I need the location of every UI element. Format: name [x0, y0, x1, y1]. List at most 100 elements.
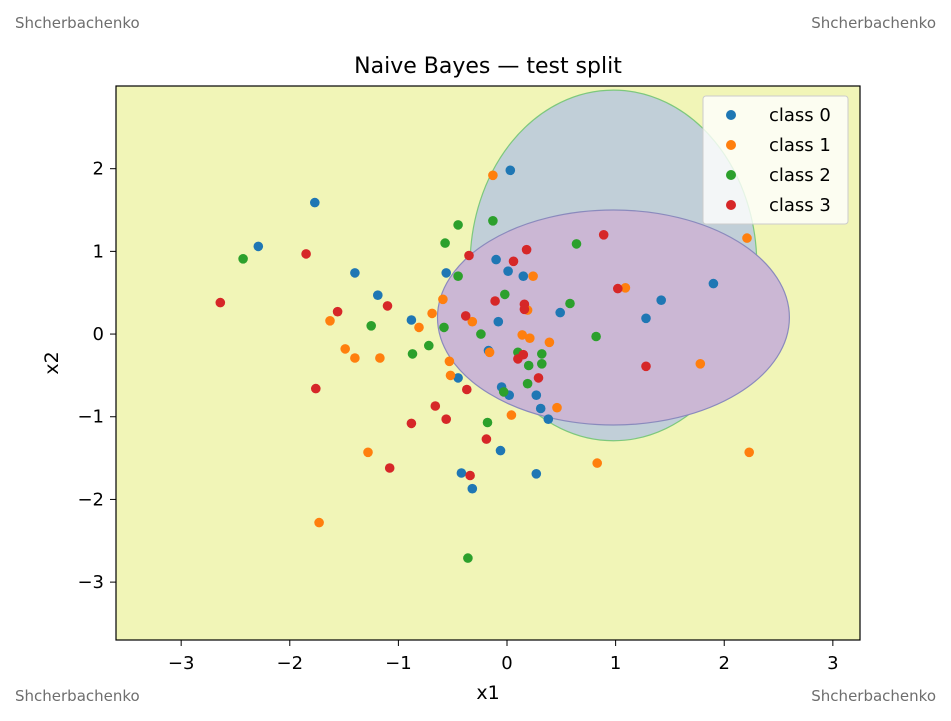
legend-marker-class-1: [726, 140, 736, 150]
point-class-1: [695, 359, 706, 369]
point-class-1: [340, 344, 351, 354]
legend-marker-class-2: [726, 170, 736, 180]
point-class-3: [490, 296, 500, 306]
x-tick-label: 0: [501, 653, 512, 674]
point-class-3: [613, 283, 623, 294]
point-class-1: [620, 283, 631, 293]
point-class-2: [440, 238, 450, 248]
legend-label-class-3: class 3: [769, 195, 831, 216]
y-tick-label: −2: [77, 489, 104, 510]
point-class-1: [375, 353, 385, 363]
point-class-0: [493, 316, 504, 327]
point-class-0: [518, 271, 529, 282]
x-tick-label: −3: [168, 653, 195, 674]
point-class-1: [488, 170, 498, 181]
x-tick-label: 1: [610, 653, 621, 674]
legend-label-class-1: class 1: [769, 135, 831, 156]
point-class-0: [495, 445, 506, 456]
point-class-2: [571, 239, 582, 249]
point-class-0: [531, 390, 542, 401]
point-class-2: [537, 359, 547, 369]
point-class-0: [491, 254, 501, 265]
point-class-3: [441, 414, 452, 425]
y-tick-label: 2: [93, 159, 104, 180]
point-class-1: [438, 294, 448, 305]
point-class-1: [363, 447, 373, 458]
point-class-2: [424, 340, 434, 351]
point-class-0: [535, 403, 546, 414]
point-class-2: [476, 329, 486, 339]
y-tick-label: 0: [93, 324, 104, 345]
point-class-0: [555, 307, 565, 318]
point-class-3: [215, 297, 226, 308]
scatter-points: [215, 165, 754, 563]
x-axis-ticks: −3 −2 −1 0 1 2 3: [168, 640, 839, 674]
point-class-0: [503, 266, 513, 277]
point-class-2: [482, 417, 493, 428]
point-class-3: [332, 306, 343, 317]
point-class-3: [598, 230, 609, 240]
legend-label-class-0: class 0: [769, 105, 831, 126]
point-class-2: [407, 349, 418, 359]
x-axis-label: x1: [476, 682, 499, 704]
point-class-1: [544, 337, 555, 348]
y-axis-label: x2: [41, 351, 63, 374]
point-class-1: [467, 316, 478, 327]
point-class-0: [453, 373, 463, 383]
point-class-3: [641, 361, 651, 372]
point-class-1: [325, 316, 335, 326]
point-class-2: [565, 298, 575, 309]
legend-marker-class-3: [726, 200, 736, 210]
legend: class 0 class 1 class 2 class 3: [702, 95, 849, 225]
point-class-0: [467, 483, 478, 494]
point-class-3: [460, 311, 471, 321]
point-class-3: [508, 256, 519, 267]
point-class-1: [444, 356, 455, 367]
watermark-top-right: Shcherbachenko: [811, 14, 936, 32]
point-class-0: [310, 197, 320, 208]
point-class-3: [519, 304, 530, 315]
point-class-1: [552, 402, 562, 413]
y-tick-label: −1: [77, 407, 104, 428]
legend-marker-class-0: [726, 110, 736, 120]
y-tick-label: 1: [93, 241, 104, 262]
watermark-bottom-left: Shcherbachenko: [15, 687, 140, 705]
point-class-0: [441, 268, 452, 278]
point-class-2: [522, 378, 533, 389]
x-tick-label: 2: [719, 653, 730, 674]
point-class-0: [505, 165, 516, 176]
point-class-3: [430, 401, 441, 411]
watermark-bottom-right: Shcherbachenko: [811, 687, 936, 705]
point-class-1: [592, 458, 602, 468]
point-class-3: [521, 244, 532, 255]
point-class-0: [708, 278, 719, 289]
legend-label-class-2: class 2: [769, 165, 831, 186]
point-class-0: [543, 414, 554, 425]
point-class-1: [350, 353, 360, 363]
point-class-2: [453, 271, 463, 282]
point-class-1: [742, 233, 752, 243]
point-class-2: [439, 322, 449, 333]
point-class-1: [484, 347, 495, 358]
y-axis-ticks: −3 −2 −1 0 1 2: [77, 159, 116, 593]
point-class-2: [591, 331, 601, 342]
point-class-2: [366, 321, 377, 331]
chart-title: Naive Bayes — test split: [354, 54, 622, 79]
point-class-2: [537, 349, 547, 359]
point-class-0: [656, 295, 666, 306]
point-class-2: [498, 387, 509, 397]
point-class-0: [253, 241, 264, 252]
point-class-0: [456, 468, 467, 478]
plot-frame: [115, 85, 861, 641]
watermark-top-left: Shcherbachenko: [15, 14, 140, 32]
point-class-1: [517, 330, 527, 340]
point-class-0: [350, 268, 360, 278]
point-class-1: [427, 308, 437, 319]
x-tick-label: −2: [277, 653, 304, 674]
point-class-1: [744, 447, 754, 458]
point-class-1: [506, 410, 517, 420]
legend-frame: [702, 95, 849, 225]
point-class-3: [533, 373, 544, 383]
point-class-3: [481, 434, 492, 444]
